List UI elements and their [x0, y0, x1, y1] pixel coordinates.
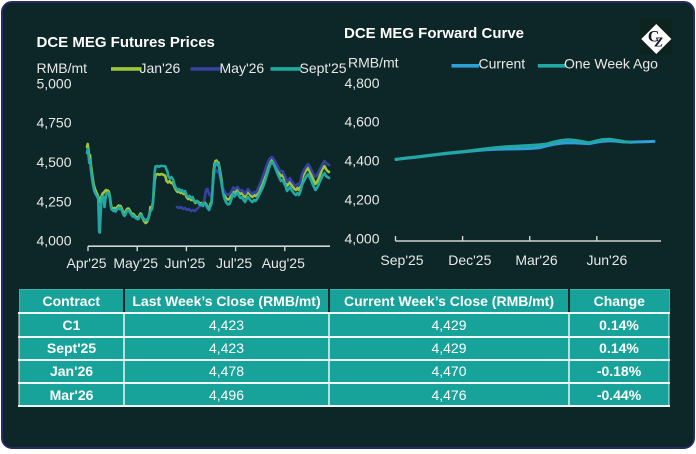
svg-text:4,800: 4,800 — [344, 75, 379, 91]
svg-text:4,200: 4,200 — [344, 191, 379, 207]
svg-text:Dec'25: Dec'25 — [448, 252, 491, 268]
svg-text:RMB/mt: RMB/mt — [348, 54, 399, 70]
svg-text:Jun'26: Jun'26 — [586, 252, 627, 268]
svg-text:Sept'25: Sept'25 — [300, 60, 347, 76]
svg-text:Current: Current — [479, 56, 526, 72]
svg-text:Aug'25: Aug'25 — [262, 255, 305, 271]
svg-text:4,600: 4,600 — [344, 114, 379, 130]
svg-text:4,250: 4,250 — [36, 194, 71, 210]
svg-text:5,000: 5,000 — [36, 75, 71, 91]
svg-text:May'25: May'25 — [113, 255, 158, 271]
svg-text:Jan'26: Jan'26 — [140, 60, 181, 76]
svg-text:4,750: 4,750 — [36, 115, 71, 131]
svg-text:DCE MEG Forward Curve: DCE MEG Forward Curve — [344, 25, 524, 42]
svg-text:RMB/mt: RMB/mt — [37, 60, 88, 76]
svg-text:Jul'25: Jul'25 — [216, 255, 252, 271]
svg-text:May'26: May'26 — [220, 60, 265, 76]
svg-text:One Week Ago: One Week Ago — [564, 56, 658, 72]
svg-text:Mar'26: Mar'26 — [515, 252, 558, 268]
svg-text:4,000: 4,000 — [344, 230, 379, 246]
svg-text:4,000: 4,000 — [36, 232, 71, 248]
svg-text:4,400: 4,400 — [344, 153, 379, 169]
svg-text:Z: Z — [653, 35, 663, 50]
svg-text:C: C — [647, 28, 659, 45]
svg-text:DCE MEG Futures Prices: DCE MEG Futures Prices — [37, 34, 215, 51]
svg-text:Apr'25: Apr'25 — [66, 255, 106, 271]
svg-text:Sep'25: Sep'25 — [380, 252, 423, 268]
svg-text:4,500: 4,500 — [36, 154, 71, 170]
svg-text:Jun'25: Jun'25 — [164, 255, 205, 271]
